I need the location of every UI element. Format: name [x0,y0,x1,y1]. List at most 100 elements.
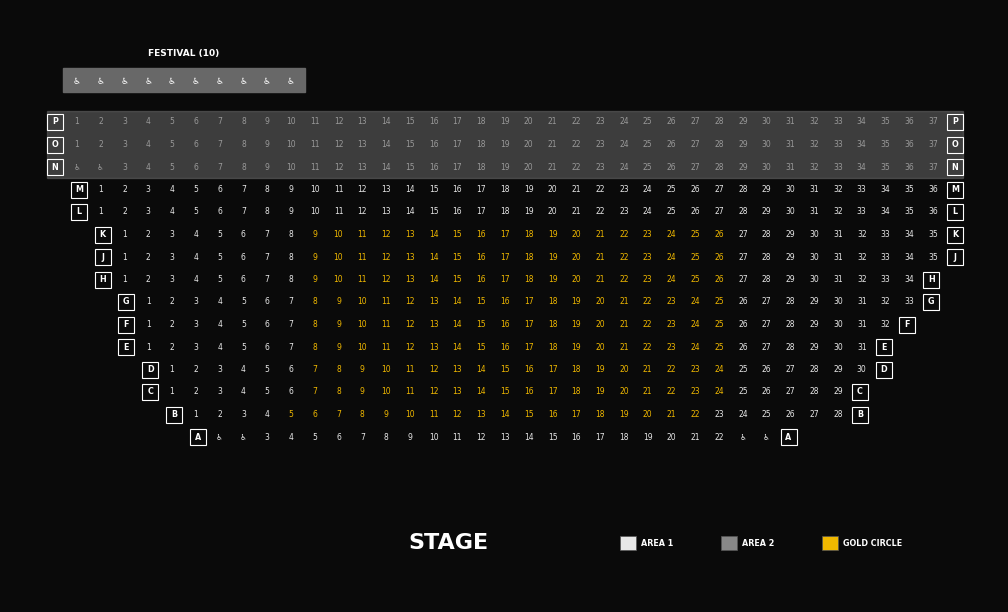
Text: 29: 29 [738,140,748,149]
Text: 24: 24 [690,320,701,329]
Text: 23: 23 [690,365,701,374]
Text: ♿: ♿ [216,433,223,441]
Text: 19: 19 [500,118,510,127]
Text: 27: 27 [738,275,748,284]
Text: 19: 19 [524,207,533,217]
Text: 32: 32 [881,320,890,329]
Text: 9: 9 [288,185,293,194]
Text: 31: 31 [785,163,795,171]
Bar [47,114,62,130]
Text: 13: 13 [381,207,391,217]
Text: 12: 12 [405,343,414,351]
Text: D: D [147,365,153,374]
Text: 14: 14 [428,275,438,284]
Text: 26: 26 [666,163,676,171]
Text: 9: 9 [265,163,269,171]
Text: 9: 9 [360,365,365,374]
Bar [947,114,963,130]
Text: 29: 29 [809,297,820,307]
Text: 15: 15 [405,140,414,149]
Text: 7: 7 [217,140,222,149]
Text: 18: 18 [477,140,486,149]
Text: 26: 26 [715,275,724,284]
Text: 28: 28 [715,163,724,171]
Text: 8: 8 [312,320,318,329]
Text: 14: 14 [428,230,438,239]
Text: 26: 26 [762,387,771,397]
Text: 30: 30 [785,207,795,217]
Text: 5: 5 [217,275,222,284]
Text: 2: 2 [99,140,103,149]
Text: E: E [124,343,129,351]
Text: G: G [123,297,130,307]
Text: 14: 14 [453,320,463,329]
Text: 7: 7 [265,253,269,261]
Text: 21: 21 [596,230,605,239]
Bar [95,226,111,242]
Text: 3: 3 [194,320,199,329]
Text: 17: 17 [453,140,463,149]
Text: 28: 28 [809,387,818,397]
Text: 10: 10 [286,163,295,171]
Text: 1: 1 [169,365,174,374]
Text: 3: 3 [217,387,222,397]
Text: 2: 2 [122,185,127,194]
Text: J: J [954,253,957,261]
Text: 27: 27 [690,163,701,171]
Text: 8: 8 [241,140,246,149]
Bar [721,536,737,550]
Text: 7: 7 [241,185,246,194]
Text: 20: 20 [572,253,582,261]
Text: 30: 30 [762,163,771,171]
Text: 16: 16 [500,343,510,351]
Text: G: G [928,297,934,307]
Bar [947,182,963,198]
Text: 28: 28 [762,275,771,284]
Text: 8: 8 [288,253,293,261]
Text: 31: 31 [785,118,795,127]
Text: 20: 20 [619,387,629,397]
Text: 5: 5 [265,365,269,374]
Text: 14: 14 [405,207,414,217]
Text: 28: 28 [715,140,724,149]
Text: ♿: ♿ [240,433,247,441]
Text: 29: 29 [809,320,820,329]
Text: 25: 25 [762,410,771,419]
Text: 37: 37 [928,163,938,171]
Text: 30: 30 [785,185,795,194]
Text: 15: 15 [524,410,533,419]
Text: 16: 16 [547,410,557,419]
Text: 16: 16 [500,320,510,329]
Text: 5: 5 [169,140,174,149]
Text: 23: 23 [596,118,605,127]
Text: 27: 27 [738,253,748,261]
Text: K: K [100,230,106,239]
Text: 4: 4 [241,365,246,374]
Text: 35: 35 [904,207,914,217]
Text: ♿: ♿ [740,433,746,441]
Text: 15: 15 [428,185,438,194]
Text: 22: 22 [666,365,676,374]
Text: 26: 26 [715,253,724,261]
Text: 20: 20 [619,365,629,374]
Text: E: E [881,343,886,351]
Text: 16: 16 [428,163,438,171]
Text: 15: 15 [477,343,486,351]
Text: 31: 31 [834,230,843,239]
Text: 7: 7 [241,207,246,217]
Text: 16: 16 [500,297,510,307]
Text: 20: 20 [596,297,605,307]
Text: ♿: ♿ [97,163,104,171]
Text: 14: 14 [500,410,510,419]
Text: 15: 15 [453,230,463,239]
Text: 21: 21 [596,275,605,284]
Text: C: C [147,387,153,397]
Text: 22: 22 [596,207,605,217]
Text: 11: 11 [428,410,438,419]
Text: 25: 25 [715,320,724,329]
Text: 30: 30 [857,365,867,374]
Text: 9: 9 [312,230,318,239]
Text: 23: 23 [715,410,724,419]
Text: 31: 31 [857,343,867,351]
Text: 19: 19 [572,343,582,351]
